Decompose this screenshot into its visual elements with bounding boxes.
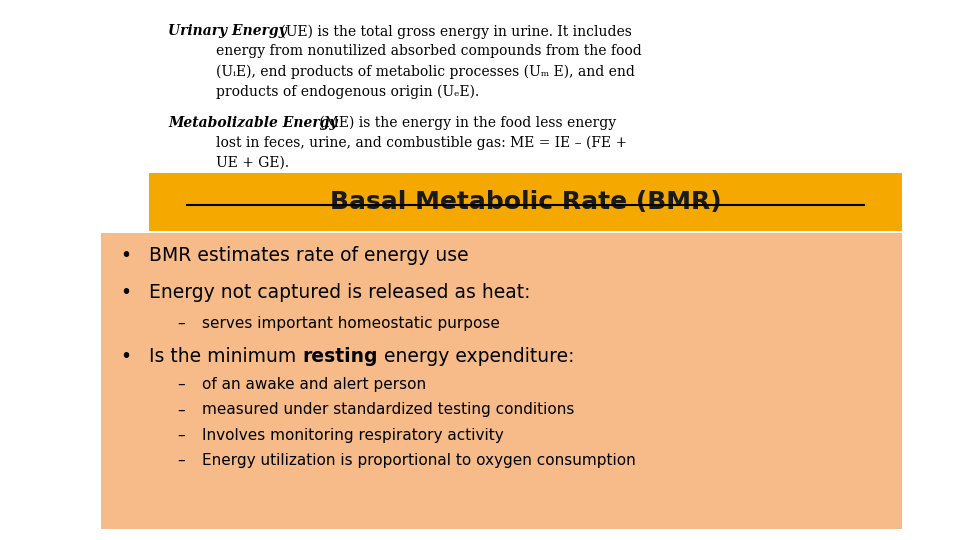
Text: measured under standardized testing conditions: measured under standardized testing cond… bbox=[202, 402, 574, 417]
Text: –: – bbox=[178, 377, 185, 392]
Text: BMR estimates rate of energy use: BMR estimates rate of energy use bbox=[149, 246, 468, 265]
Text: of an awake and alert person: of an awake and alert person bbox=[202, 377, 425, 392]
FancyBboxPatch shape bbox=[149, 173, 902, 231]
Text: –: – bbox=[178, 316, 185, 331]
Text: –: – bbox=[178, 453, 185, 468]
FancyBboxPatch shape bbox=[101, 233, 902, 529]
Text: resting: resting bbox=[302, 347, 377, 366]
Text: serves important homeostatic purpose: serves important homeostatic purpose bbox=[202, 316, 499, 331]
Text: Metabolizable Energy: Metabolizable Energy bbox=[168, 116, 338, 130]
Text: •: • bbox=[120, 283, 132, 302]
Text: –: – bbox=[178, 428, 185, 443]
Text: lost in feces, urine, and combustible gas: ME = IE – (FE +: lost in feces, urine, and combustible ga… bbox=[216, 136, 627, 151]
Text: energy expenditure:: energy expenditure: bbox=[377, 347, 574, 366]
Text: •: • bbox=[120, 246, 132, 265]
Text: –: – bbox=[178, 402, 185, 417]
Text: Energy utilization is proportional to oxygen consumption: Energy utilization is proportional to ox… bbox=[202, 453, 636, 468]
Text: energy from nonutilized absorbed compounds from the food: energy from nonutilized absorbed compoun… bbox=[216, 44, 641, 58]
Text: Urinary Energy: Urinary Energy bbox=[168, 24, 287, 38]
Text: Basal Metabolic Rate (BMR): Basal Metabolic Rate (BMR) bbox=[330, 190, 722, 214]
Text: (ME) is the energy in the food less energy: (ME) is the energy in the food less ener… bbox=[315, 116, 616, 131]
Text: (UᵢE), end products of metabolic processes (Uₘ E), and end: (UᵢE), end products of metabolic process… bbox=[216, 64, 635, 79]
Text: •: • bbox=[120, 347, 132, 366]
Text: (UE) is the total gross energy in urine. It includes: (UE) is the total gross energy in urine.… bbox=[276, 24, 633, 39]
Text: products of endogenous origin (UₑE).: products of endogenous origin (UₑE). bbox=[216, 84, 479, 99]
Text: Involves monitoring respiratory activity: Involves monitoring respiratory activity bbox=[202, 428, 503, 443]
Text: Energy not captured is released as heat:: Energy not captured is released as heat: bbox=[149, 283, 530, 302]
Text: Is the minimum: Is the minimum bbox=[149, 347, 302, 366]
Text: UE + GE).: UE + GE). bbox=[216, 156, 289, 170]
